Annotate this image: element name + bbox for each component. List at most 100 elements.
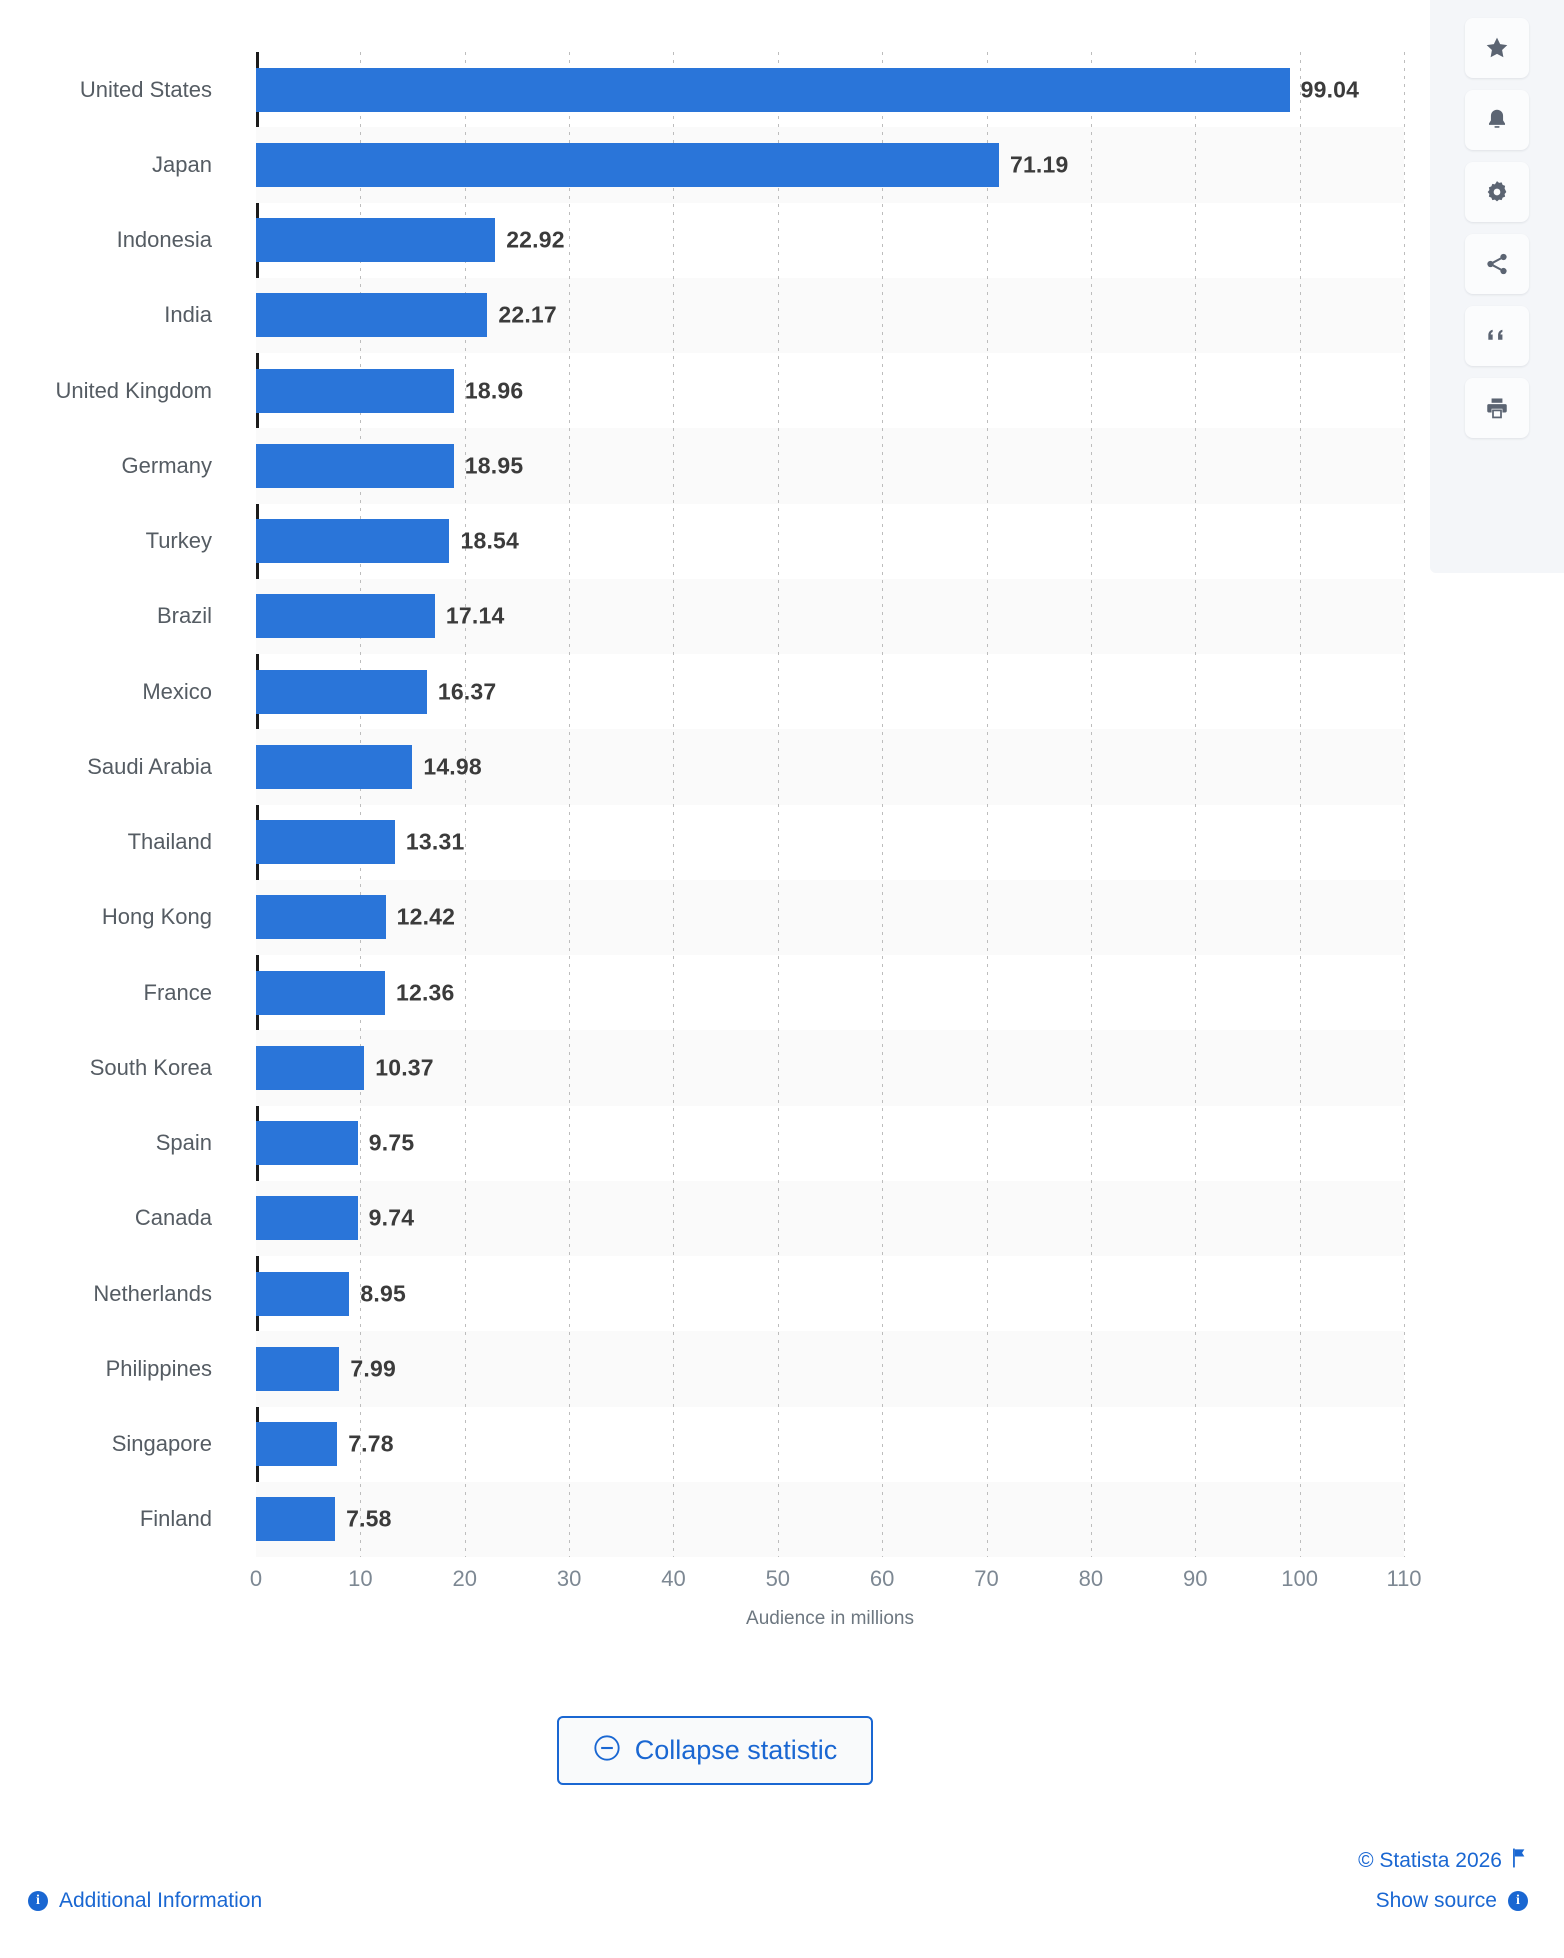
category-label: France — [143, 979, 212, 1005]
bar[interactable] — [256, 970, 385, 1015]
category-label: Hong Kong — [101, 904, 212, 930]
star-icon — [1484, 35, 1510, 61]
bar[interactable] — [256, 218, 496, 263]
bar-value-label: 8.95 — [360, 1280, 406, 1307]
bar-row: Germany 18.95 — [122, 443, 1404, 488]
category-label: United States — [79, 76, 212, 102]
gear-icon — [1484, 179, 1510, 205]
bar-value-label: 12.36 — [395, 979, 455, 1006]
category-label: Singapore — [111, 1431, 212, 1457]
bar-row: Saudi Arabia 14.98 — [87, 744, 1404, 789]
bar[interactable] — [256, 895, 386, 940]
bell-icon — [1484, 107, 1510, 133]
x-tick-label: 20 — [452, 1566, 477, 1591]
print-button[interactable] — [1465, 378, 1529, 438]
bar[interactable] — [256, 1045, 365, 1090]
bar[interactable] — [256, 744, 413, 789]
bar[interactable] — [256, 820, 395, 865]
category-label: Turkey — [145, 528, 212, 554]
bar-row: Netherlands 8.95 — [93, 1271, 1404, 1316]
gridline — [360, 52, 362, 1557]
bar-value-label: 12.42 — [396, 903, 456, 930]
bar-value-label: 9.75 — [368, 1129, 415, 1156]
share-icon — [1484, 251, 1510, 277]
category-label: Thailand — [127, 829, 212, 855]
category-label: Saudi Arabia — [87, 753, 212, 779]
gridlines — [256, 52, 1405, 1557]
collapse-area: Collapse statistic — [0, 1716, 1430, 1785]
bar-value-label: 7.99 — [350, 1355, 396, 1382]
flag-icon[interactable] — [1511, 1848, 1528, 1874]
bar[interactable] — [256, 1346, 340, 1391]
bar-value-label: 22.92 — [506, 226, 565, 253]
bar[interactable] — [256, 1121, 358, 1166]
category-label: Brazil — [156, 603, 212, 629]
bar-row: Hong Kong 12.42 — [102, 895, 1404, 940]
row-stripe — [256, 729, 1404, 805]
gridline — [1299, 52, 1301, 1557]
bar-row: France 12.36 — [144, 970, 1404, 1015]
additional-information-label: Additional Information — [59, 1889, 263, 1912]
x-axis-ticks: 0 10 20 30 40 50 60 70 80 90 100 110 — [250, 1566, 1422, 1606]
favorite-button[interactable] — [1465, 18, 1529, 78]
bar-value-label: 17.14 — [445, 602, 505, 629]
bar-row: Singapore 7.78 — [112, 1422, 1404, 1467]
x-tick-label: 80 — [1078, 1566, 1104, 1591]
bar[interactable] — [256, 443, 454, 488]
bar[interactable] — [256, 368, 454, 413]
share-button[interactable] — [1465, 234, 1529, 294]
x-tick-label: 70 — [974, 1566, 999, 1591]
bar[interactable] — [256, 519, 450, 564]
bar-row: Indonesia 22.92 — [117, 218, 1404, 263]
show-source-link[interactable]: Show source i — [1376, 1889, 1528, 1913]
category-label: Japan — [152, 151, 212, 177]
bar-value-label: 16.37 — [437, 678, 497, 705]
cite-button[interactable] — [1465, 306, 1529, 366]
notification-button[interactable] — [1465, 90, 1529, 150]
bar-row: United States 99.04 — [80, 67, 1404, 112]
bar[interactable] — [256, 669, 427, 714]
bar[interactable] — [256, 293, 488, 338]
x-tick-label: 100 — [1281, 1566, 1318, 1591]
gridline — [1090, 52, 1092, 1557]
gridline — [464, 52, 466, 1557]
gridline — [1195, 52, 1197, 1557]
row-stripe — [256, 1030, 1404, 1106]
bar-value-label: 10.37 — [375, 1054, 434, 1081]
circle-minus-icon — [593, 1734, 621, 1767]
x-tick-label: 110 — [1386, 1566, 1422, 1591]
category-label: Philippines — [105, 1355, 212, 1381]
bar[interactable] — [256, 1497, 336, 1542]
bar-row: United Kingdom 18.96 — [55, 368, 1404, 413]
category-label: Indonesia — [116, 227, 212, 253]
bar-row: India 22.17 — [164, 293, 1404, 338]
bar[interactable] — [256, 67, 1290, 112]
bar-row: Canada 9.74 — [135, 1196, 1404, 1241]
category-label: Spain — [155, 1130, 212, 1156]
row-stripe — [256, 879, 1404, 955]
info-icon: i — [28, 1891, 48, 1911]
row-stripe — [256, 1481, 1404, 1557]
bar[interactable] — [256, 1422, 338, 1467]
gridline — [673, 52, 675, 1557]
settings-button[interactable] — [1465, 162, 1529, 222]
x-tick-label: 0 — [249, 1566, 263, 1591]
bar[interactable] — [256, 142, 999, 187]
bar[interactable] — [256, 1196, 358, 1241]
category-label: India — [164, 302, 212, 328]
bar[interactable] — [256, 1271, 350, 1316]
category-label: South Korea — [89, 1054, 212, 1080]
category-label: Germany — [121, 452, 212, 478]
bar[interactable] — [256, 594, 435, 639]
bar-row: Japan 71.19 — [152, 142, 1404, 187]
bar-row: Spain 9.75 — [156, 1121, 1404, 1166]
collapse-statistic-button[interactable]: Collapse statistic — [556, 1716, 874, 1785]
bar-row: Turkey 18.54 — [146, 519, 1404, 564]
additional-information-link[interactable]: i Additional Information — [28, 1889, 262, 1913]
row-stripe — [256, 1331, 1404, 1407]
bar-value-label: 9.74 — [368, 1204, 415, 1231]
category-label: Netherlands — [93, 1280, 212, 1306]
gridline — [986, 52, 988, 1557]
collapse-statistic-label: Collapse statistic — [634, 1735, 838, 1765]
print-icon — [1484, 395, 1510, 421]
